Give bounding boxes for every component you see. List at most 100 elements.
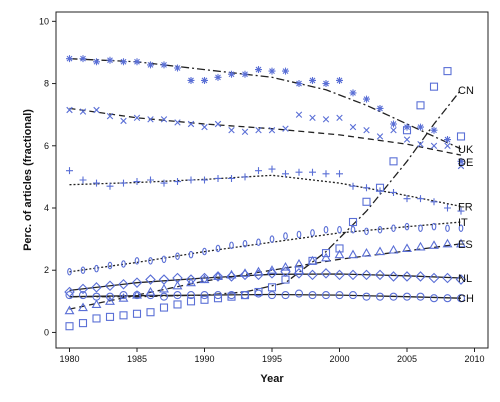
marker-fr <box>201 176 208 184</box>
marker-fr <box>444 204 451 212</box>
marker-nl <box>145 274 156 285</box>
marker-ch <box>308 291 317 300</box>
marker-de <box>66 106 73 114</box>
fit-line-uk <box>69 58 462 150</box>
marker-fr <box>417 195 424 203</box>
x-tick-label: 1980 <box>59 354 79 364</box>
marker-es <box>280 262 291 271</box>
marker-nl <box>226 271 237 282</box>
marker-nl <box>239 269 251 281</box>
x-tick-label: 1985 <box>127 354 147 364</box>
marker-ch <box>132 291 142 300</box>
marker-uk <box>106 56 114 64</box>
marker-it <box>215 244 221 253</box>
marker-fr <box>295 168 303 176</box>
y-tick-label: 4 <box>44 203 49 213</box>
marker-de <box>106 113 114 120</box>
marker-nl <box>77 283 89 295</box>
marker-ch <box>159 292 169 301</box>
marker-fr <box>349 182 357 190</box>
marker-uk <box>390 120 397 128</box>
x-tick-label: 1990 <box>194 354 214 364</box>
marker-nl <box>415 271 426 282</box>
series-label-cn: CN <box>458 85 474 97</box>
marker-nl <box>253 269 264 281</box>
marker-fr <box>403 195 411 203</box>
marker-it <box>431 222 437 231</box>
marker-es <box>429 240 439 249</box>
marker-ch <box>186 291 196 300</box>
marker-es <box>375 246 385 256</box>
marker-fr <box>228 174 235 182</box>
marker-nl <box>374 269 386 281</box>
marker-es <box>78 302 88 312</box>
marker-fr <box>457 207 465 215</box>
marker-it <box>242 240 248 248</box>
marker-fr <box>336 170 343 178</box>
marker-it <box>418 224 423 232</box>
fit-line-nl <box>69 273 462 292</box>
marker-fr <box>255 167 262 175</box>
marker-es <box>334 249 345 259</box>
marker-uk <box>322 80 330 88</box>
marker-uk <box>174 64 181 72</box>
marker-ch <box>65 291 74 300</box>
y-tick-label: 10 <box>39 16 49 26</box>
marker-uk <box>147 61 154 69</box>
marker-ch <box>362 292 371 301</box>
marker-es <box>348 249 358 259</box>
marker-ch <box>416 292 425 301</box>
marker-it <box>229 241 234 250</box>
marker-uk <box>133 58 141 66</box>
marker-nl <box>172 272 183 284</box>
marker-ch <box>200 291 209 300</box>
marker-fr <box>120 179 127 187</box>
marker-nl <box>91 282 102 293</box>
x-tick-label: 1995 <box>262 354 282 364</box>
marker-ch <box>146 291 155 300</box>
marker-nl <box>131 277 143 288</box>
marker-nl <box>334 269 345 281</box>
marker-de <box>160 116 168 123</box>
marker-cn <box>429 82 439 91</box>
marker-it <box>364 227 369 236</box>
marker-ch <box>389 292 398 301</box>
series-label-uk: UK <box>458 144 474 156</box>
marker-cn <box>362 197 371 206</box>
marker-ch <box>105 292 115 301</box>
axis-ticks: 1980 1985 1990 1995 2000 2005 2010 0 2 4 6 8 10 <box>39 16 485 364</box>
marker-it <box>269 235 275 243</box>
marker-cn <box>159 303 169 312</box>
marker-cn <box>132 309 142 318</box>
marker-cn <box>348 217 358 227</box>
y-axis-title: Perc. of articles (fractional) <box>22 109 34 251</box>
marker-uk <box>457 157 465 165</box>
marker-it <box>80 266 86 274</box>
marker-es <box>91 299 102 308</box>
marker-de <box>295 111 303 118</box>
marker-es <box>105 296 115 305</box>
y-tick-label: 8 <box>44 79 49 89</box>
marker-cn <box>213 294 223 303</box>
marker-it <box>161 255 167 264</box>
marker-ch <box>348 291 358 300</box>
marker-uk <box>376 104 384 112</box>
y-tick-label: 6 <box>44 141 49 151</box>
series-label-es: ES <box>458 239 473 251</box>
x-tick-label: 2000 <box>329 354 349 364</box>
marker-de <box>201 123 208 131</box>
marker-it <box>391 224 396 232</box>
marker-ch <box>429 294 439 303</box>
marker-fr <box>430 198 438 206</box>
marker-nl <box>104 280 116 292</box>
marker-cn <box>146 308 155 317</box>
marker-uk <box>187 76 195 84</box>
marker-uk <box>214 73 222 81</box>
marker-nl <box>185 274 197 285</box>
marker-fr <box>187 176 195 184</box>
marker-de <box>282 125 289 132</box>
marker-uk <box>228 70 235 78</box>
marker-uk <box>309 76 316 84</box>
marker-de <box>147 116 154 123</box>
marker-es <box>64 305 75 315</box>
